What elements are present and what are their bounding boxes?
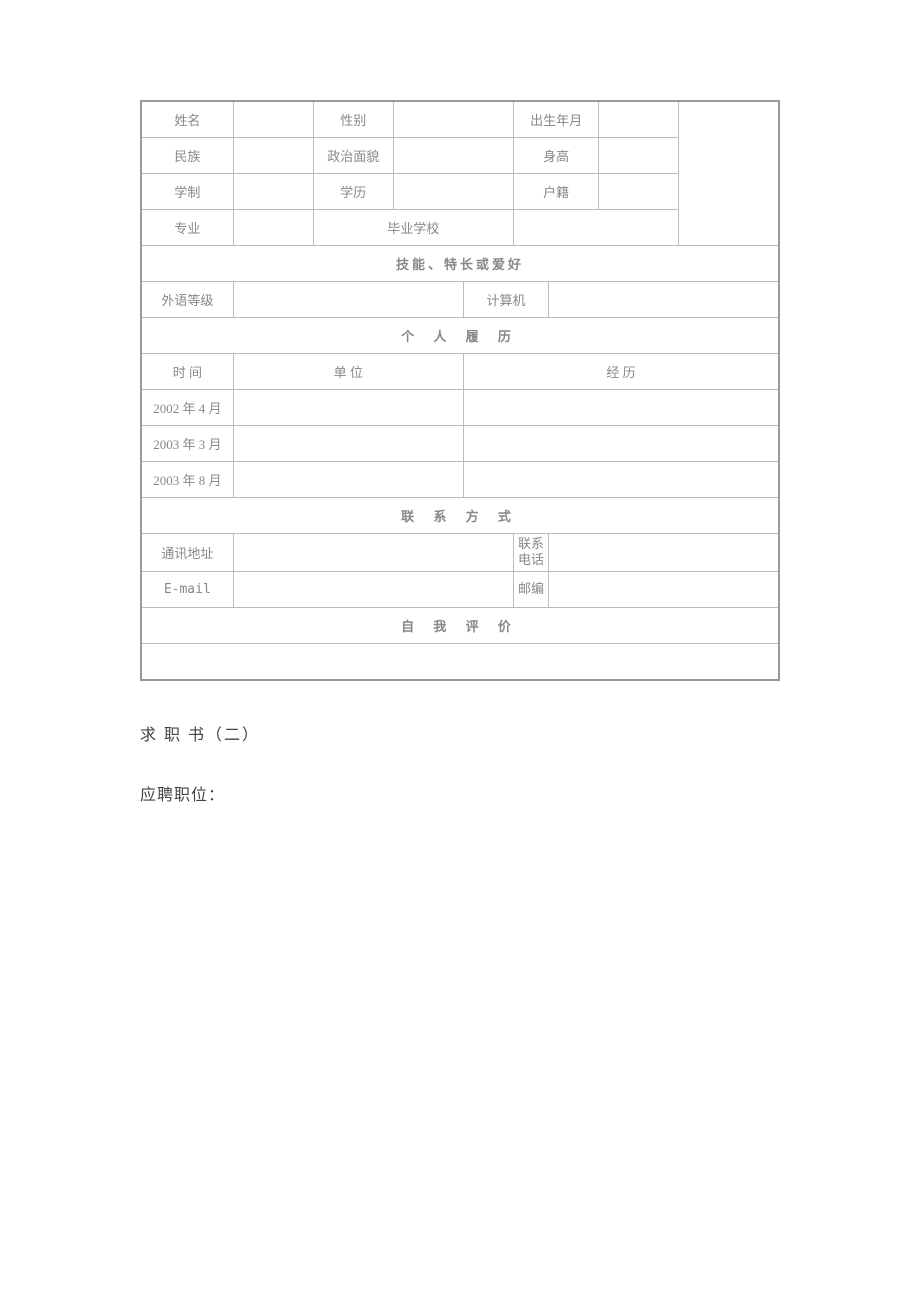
school-label: 毕业学校	[313, 209, 513, 245]
self-eval-content	[141, 644, 779, 680]
self-eval-header-row: 自 我 评 价	[141, 608, 779, 644]
gender-label: 性别	[313, 101, 393, 137]
ethnicity-label: 民族	[141, 137, 233, 173]
footer-line-2: 应聘职位：	[140, 781, 780, 805]
history-unit-1	[233, 425, 463, 461]
history-row-1: 2003 年 3 月	[141, 425, 779, 461]
skills-section-title: 技能、特长或爱好	[141, 245, 779, 281]
footer-line-1: 求 职 书（二）	[140, 721, 780, 745]
degree-value	[393, 173, 513, 209]
self-eval-row	[141, 644, 779, 680]
gender-value	[393, 101, 513, 137]
postcode-value	[549, 572, 779, 608]
major-value	[233, 209, 313, 245]
foreign-lang-label: 外语等级	[141, 281, 233, 317]
history-row-0: 2002 年 4 月	[141, 389, 779, 425]
self-eval-section-title: 自 我 评 价	[141, 608, 779, 644]
skills-header-row: 技能、特长或爱好	[141, 245, 779, 281]
history-exp-1	[463, 425, 779, 461]
history-exp-header: 经 历	[463, 353, 779, 389]
phone-value	[549, 533, 779, 572]
photo-cell	[679, 101, 779, 245]
history-header-row: 个 人 履 历	[141, 317, 779, 353]
name-value	[233, 101, 313, 137]
history-time-1: 2003 年 3 月	[141, 425, 233, 461]
computer-label: 计算机	[463, 281, 548, 317]
history-unit-2	[233, 461, 463, 497]
birth-label: 出生年月	[514, 101, 599, 137]
birth-value	[599, 101, 679, 137]
resume-form-table: 姓名 性别 出生年月 民族 政治面貌 身高 学制 学历 户籍	[140, 100, 780, 681]
foreign-lang-value	[233, 281, 463, 317]
hukou-label: 户籍	[514, 173, 599, 209]
contact-section-title: 联 系 方 式	[141, 497, 779, 533]
email-label: E-mail	[141, 572, 233, 608]
history-row-2: 2003 年 8 月	[141, 461, 779, 497]
height-label: 身高	[514, 137, 599, 173]
contact-row-2: E-mail 邮编	[141, 572, 779, 608]
hukou-value	[599, 173, 679, 209]
skills-row: 外语等级 计算机	[141, 281, 779, 317]
contact-row-1: 通讯地址 联系电话	[141, 533, 779, 572]
history-time-header: 时 间	[141, 353, 233, 389]
history-time-0: 2002 年 4 月	[141, 389, 233, 425]
address-value	[233, 533, 513, 572]
phone-label: 联系电话	[514, 533, 549, 572]
name-label: 姓名	[141, 101, 233, 137]
postcode-label: 邮编	[514, 572, 549, 608]
duration-label: 学制	[141, 173, 233, 209]
major-label: 专业	[141, 209, 233, 245]
history-exp-0	[463, 389, 779, 425]
history-unit-0	[233, 389, 463, 425]
address-label: 通讯地址	[141, 533, 233, 572]
school-value	[514, 209, 679, 245]
footer-block: 求 职 书（二） 应聘职位：	[140, 721, 780, 805]
ethnicity-value	[233, 137, 313, 173]
basic-row-1: 姓名 性别 出生年月	[141, 101, 779, 137]
height-value	[599, 137, 679, 173]
history-exp-2	[463, 461, 779, 497]
duration-value	[233, 173, 313, 209]
political-value	[393, 137, 513, 173]
email-value	[233, 572, 513, 608]
history-time-2: 2003 年 8 月	[141, 461, 233, 497]
contact-header-row: 联 系 方 式	[141, 497, 779, 533]
history-unit-header: 单 位	[233, 353, 463, 389]
history-section-title: 个 人 履 历	[141, 317, 779, 353]
computer-value	[549, 281, 779, 317]
history-columns-row: 时 间 单 位 经 历	[141, 353, 779, 389]
political-label: 政治面貌	[313, 137, 393, 173]
document-page: 姓名 性别 出生年月 民族 政治面貌 身高 学制 学历 户籍	[0, 0, 920, 805]
degree-label: 学历	[313, 173, 393, 209]
